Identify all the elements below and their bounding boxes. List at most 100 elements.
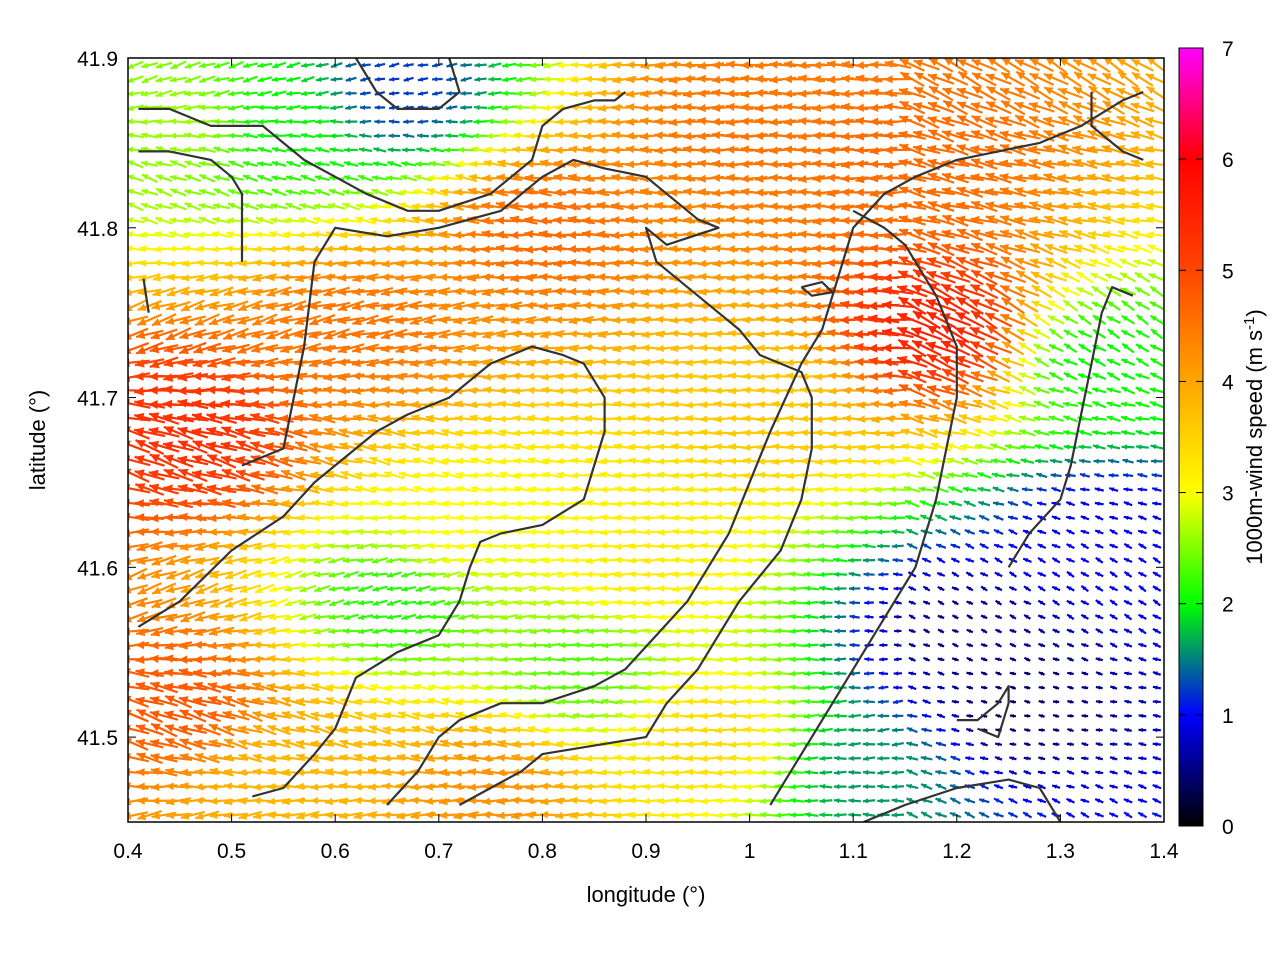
wind-arrow <box>1152 556 1162 564</box>
wind-arrow <box>1138 671 1147 676</box>
wind-arrow <box>980 657 988 662</box>
wind-arrow-head <box>834 670 840 676</box>
wind-arrow-head <box>500 656 508 663</box>
wind-arrow <box>964 811 976 819</box>
wind-arrow <box>1022 557 1032 563</box>
wind-arrow <box>339 753 363 762</box>
wind-arrow <box>1052 614 1061 620</box>
wind-arrow-head <box>496 811 506 820</box>
wind-arrow-head <box>862 727 869 733</box>
wind-arrow-head <box>819 656 825 662</box>
wind-arrow-head <box>555 754 564 762</box>
wind-arrow <box>759 811 777 818</box>
wind-arrow-head <box>207 669 217 678</box>
wind-arrow-head <box>513 514 521 522</box>
wind-arrow <box>515 628 533 635</box>
wind-arrow <box>817 529 835 536</box>
wind-arrow-head <box>371 642 379 649</box>
wind-arrow-head <box>657 585 665 592</box>
wind-arrow <box>934 812 948 818</box>
wind-arrow-head <box>729 769 737 776</box>
wind-arrow-head <box>819 642 826 648</box>
wind-arrow-head <box>128 724 131 733</box>
wind-arrow-head <box>135 655 145 664</box>
wind-arrow <box>905 528 919 536</box>
wind-arrow <box>1123 798 1133 804</box>
wind-arrow <box>788 741 806 748</box>
wind-arrow-head <box>194 782 203 791</box>
wind-arrow-head <box>921 812 928 817</box>
wind-arrow <box>1080 515 1090 521</box>
wind-arrow <box>1038 742 1046 747</box>
wind-arrow-head <box>714 754 722 762</box>
wind-arrow-head <box>528 528 536 536</box>
wind-arrow <box>789 797 805 804</box>
wind-arrow-head <box>177 499 188 508</box>
wind-arrow <box>789 599 806 606</box>
wind-arrow-head <box>628 599 636 607</box>
wind-arrow-head <box>819 769 826 776</box>
wind-arrow <box>1052 657 1060 662</box>
wind-arrow <box>878 671 889 676</box>
wind-arrow-head <box>616 684 623 691</box>
wind-arrow <box>893 657 902 662</box>
wind-arrow-head <box>340 683 348 691</box>
wind-arrow <box>1095 685 1103 690</box>
wind-arrow-head <box>979 798 985 803</box>
wind-arrow-head <box>1110 699 1115 704</box>
wind-arrow-head <box>558 627 565 634</box>
wind-arrow-head <box>730 656 738 663</box>
wind-arrow <box>386 614 402 620</box>
wind-arrow-head <box>965 770 971 775</box>
wind-arrow-head <box>834 614 840 620</box>
wind-arrow <box>1081 756 1089 761</box>
wind-arrow <box>819 656 833 662</box>
wind-arrow-head <box>497 726 506 734</box>
wind-arrow-head <box>569 811 578 820</box>
wind-arrow <box>965 557 975 563</box>
wind-arrow-head <box>283 543 291 550</box>
wind-arrow <box>515 670 533 677</box>
wind-arrow-head <box>353 812 363 820</box>
wind-arrow <box>893 685 903 690</box>
wind-arrow-head <box>1109 770 1115 775</box>
wind-arrow-head <box>339 768 347 777</box>
wind-arrow-head <box>656 754 665 762</box>
wind-arrow <box>908 656 916 662</box>
wind-arrow <box>920 769 933 776</box>
wind-arrow <box>1037 571 1047 578</box>
wind-arrow-head <box>467 753 477 762</box>
wind-arrow-head <box>848 586 855 592</box>
wind-arrow-head <box>628 768 636 776</box>
wind-arrow-head <box>367 754 377 762</box>
wind-arrow-head <box>281 811 290 820</box>
wind-arrow-head <box>993 812 999 818</box>
wind-arrow-head <box>164 513 173 522</box>
wind-arrow <box>935 741 947 747</box>
wind-arrow <box>544 627 561 635</box>
wind-arrow <box>1095 770 1104 775</box>
wind-arrow <box>966 643 974 648</box>
wind-arrow <box>980 628 988 634</box>
wind-arrow-head <box>311 670 319 677</box>
wind-arrow-head <box>370 514 378 522</box>
wind-arrow <box>935 769 947 775</box>
wind-arrow-head <box>891 543 898 549</box>
wind-arrow-head <box>282 655 290 663</box>
wind-arrow-head <box>209 797 218 805</box>
wind-arrow <box>296 753 320 763</box>
wind-arrow-head <box>526 740 535 748</box>
wind-arrow-head <box>789 585 796 592</box>
wind-arrow <box>935 543 947 549</box>
wind-arrow <box>934 514 948 522</box>
wind-arrow <box>328 598 345 607</box>
wind-arrow-head <box>1052 699 1058 704</box>
wind-arrow <box>573 670 590 677</box>
wind-arrow-head <box>585 571 593 578</box>
wind-arrow <box>386 628 402 634</box>
wind-arrow-head <box>804 642 811 648</box>
wind-arrow <box>833 798 847 804</box>
wind-arrow <box>906 542 918 550</box>
wind-arrow-head <box>1095 770 1101 775</box>
wind-arrow-head <box>758 769 766 776</box>
